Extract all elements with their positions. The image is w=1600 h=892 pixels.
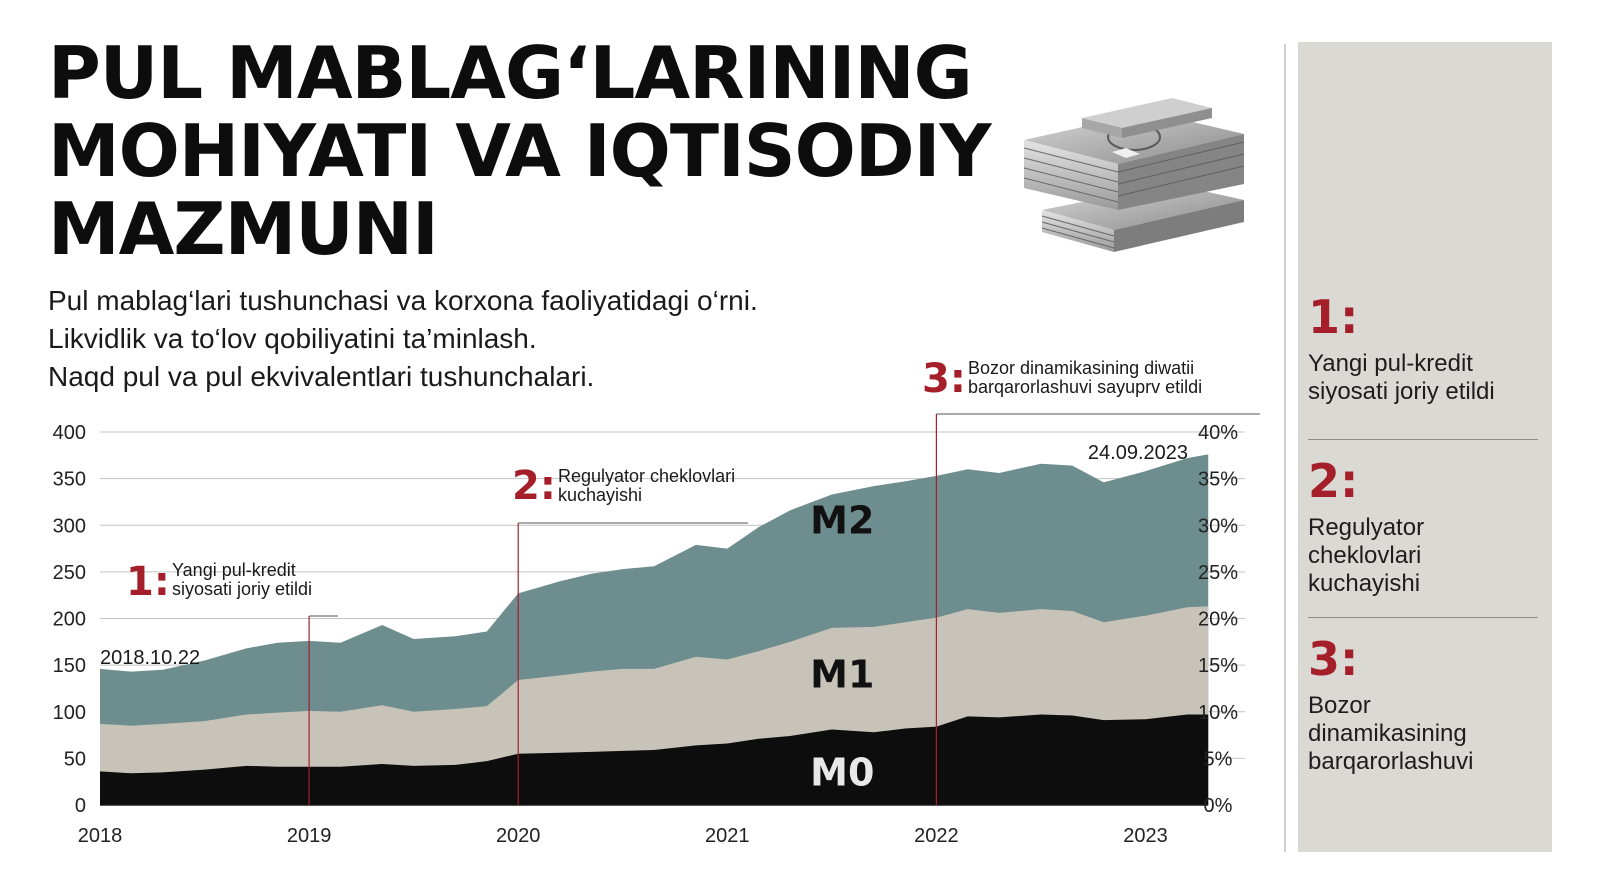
sidebar-item-number: 3: bbox=[1308, 632, 1359, 686]
y-tick-label-left: 100 bbox=[53, 702, 86, 724]
y-tick-label-left: 200 bbox=[53, 609, 86, 631]
annotation-text: barqarorlashuvi sayuprv etildi bbox=[968, 377, 1202, 397]
annotation-text: Regulyator cheklovlari bbox=[558, 466, 735, 486]
title-line: PUL MABLAG‘LARINING bbox=[48, 31, 973, 115]
y-tick-label-right: 35% bbox=[1198, 469, 1238, 491]
sidebar-text-line: barqarorlashuvi bbox=[1308, 748, 1474, 775]
page-title: PUL MABLAG‘LARINING MOHIYATI VA IQTISODI… bbox=[48, 34, 1008, 268]
y-tick-label-right: 40% bbox=[1198, 422, 1238, 444]
sidebar-item-3: 3: Bozor dinamikasining barqarorlashuvi bbox=[1308, 634, 1543, 776]
y-tick-label-right: 5% bbox=[1204, 748, 1233, 770]
area-m0 bbox=[100, 714, 1209, 805]
y-tick-label-right: 25% bbox=[1198, 562, 1238, 584]
sidebar-divider bbox=[1308, 617, 1538, 618]
subtitle-line: Naqd pul va pul ekvivalentlari tushuncha… bbox=[48, 361, 595, 392]
sidebar-item-text: Regulyator cheklovlari kuchayishi bbox=[1308, 514, 1543, 598]
annotation-text: kuchayishi bbox=[558, 485, 642, 505]
y-tick-label-left: 150 bbox=[53, 655, 86, 677]
y-tick-label-right: 0% bbox=[1204, 795, 1233, 817]
start-date-label: 2018.10.22 bbox=[100, 647, 200, 669]
annotation-number: 3: bbox=[922, 356, 966, 402]
sidebar-text-line: Regulyator bbox=[1308, 514, 1425, 541]
sidebar-item-number: 1: bbox=[1308, 290, 1359, 344]
end-date-label: 24.09.2023 bbox=[1088, 442, 1188, 464]
x-tick-label: 2019 bbox=[287, 825, 332, 847]
y-tick-label-left: 300 bbox=[53, 515, 86, 537]
sidebar-text-line: kuchayishi bbox=[1308, 570, 1421, 597]
sidebar-text-line: Bozor bbox=[1308, 692, 1371, 719]
sidebar-item-1: 1: Yangi pul-kredit siyosati joriy etild… bbox=[1308, 292, 1543, 406]
subtitle-line: Likvidlik va to‘lov qobiliyatini ta’minl… bbox=[48, 323, 537, 354]
title-line: MAZMUNI bbox=[48, 187, 439, 271]
y-tick-label-right: 10% bbox=[1198, 702, 1238, 724]
y-tick-label-right: 20% bbox=[1198, 609, 1238, 631]
sidebar-item-text: Yangi pul-kredit siyosati joriy etildi bbox=[1308, 350, 1543, 406]
area-label-m1: M1 bbox=[810, 652, 874, 696]
title-line: MOHIYATI VA IQTISODIY bbox=[48, 109, 992, 193]
annotation-text: Yangi pul-kredit bbox=[172, 560, 296, 580]
sidebar-item-number: 2: bbox=[1308, 454, 1359, 508]
y-tick-label-right: 15% bbox=[1198, 655, 1238, 677]
y-tick-label-left: 250 bbox=[53, 562, 86, 584]
annotation-text: Bozor dinamikasining diwatii bbox=[968, 358, 1194, 378]
x-tick-label: 2020 bbox=[496, 825, 541, 847]
sidebar-divider bbox=[1308, 439, 1538, 440]
x-tick-label: 2018 bbox=[78, 825, 123, 847]
annotation-number: 1: bbox=[126, 559, 170, 605]
x-tick-label: 2023 bbox=[1123, 825, 1168, 847]
sidebar-text-line: Yangi pul-kredit bbox=[1308, 350, 1473, 377]
annotation-text: siyosati joriy etildi bbox=[172, 579, 312, 599]
y-tick-label-left: 0 bbox=[75, 795, 86, 817]
area-label-m0: M0 bbox=[810, 750, 874, 794]
sidebar-text-line: dinamikasining bbox=[1308, 720, 1467, 747]
subtitle-line: Pul mablag‘lari tushunchasi va korxona f… bbox=[48, 285, 758, 316]
sidebar-item-2: 2: Regulyator cheklovlari kuchayishi bbox=[1308, 456, 1543, 598]
y-tick-label-left: 50 bbox=[64, 748, 86, 770]
y-tick-label-left: 400 bbox=[53, 422, 86, 444]
x-tick-label: 2021 bbox=[705, 825, 750, 847]
x-tick-label: 2022 bbox=[914, 825, 959, 847]
area-label-m2: M2 bbox=[810, 499, 874, 543]
sidebar-text-line: cheklovlari bbox=[1308, 542, 1422, 569]
money-stack-icon bbox=[1023, 98, 1245, 252]
sidebar-item-text: Bozor dinamikasining barqarorlashuvi bbox=[1308, 692, 1543, 776]
sidebar-text-line: siyosati joriy etildi bbox=[1308, 378, 1495, 405]
subtitle: Pul mablag‘lari tushunchasi va korxona f… bbox=[48, 282, 758, 396]
annotation-number: 2: bbox=[512, 463, 556, 509]
y-tick-label-right: 30% bbox=[1198, 515, 1238, 537]
sidebar: 1: Yangi pul-kredit siyosati joriy etild… bbox=[1298, 42, 1552, 852]
stacked-area-chart: 0 50 100 150 200 250 300 350 400 0% 5% 10% 15% 20% 25%… bbox=[53, 356, 1260, 847]
y-tick-label-left: 350 bbox=[53, 469, 86, 491]
vertical-divider bbox=[1284, 44, 1286, 852]
